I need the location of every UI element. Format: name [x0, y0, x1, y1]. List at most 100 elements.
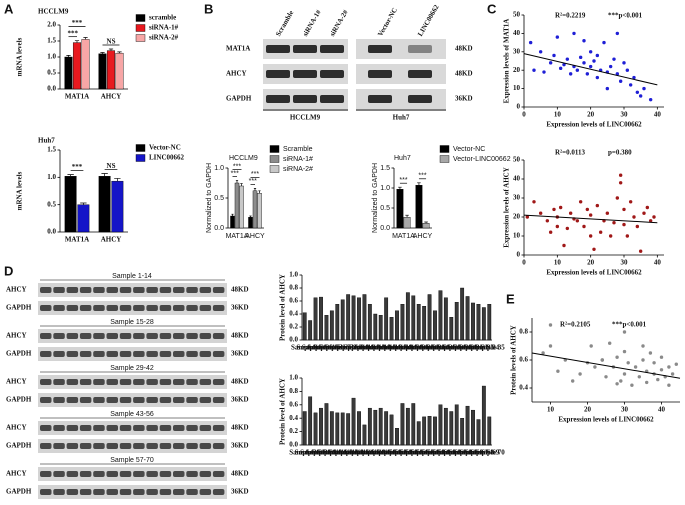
significance-label: *** — [72, 19, 83, 27]
lane-label: siRNA-2# — [328, 8, 350, 38]
bar — [357, 411, 361, 446]
blot-band — [40, 425, 52, 431]
bar — [335, 304, 340, 341]
bar — [443, 407, 448, 446]
blot-band — [266, 45, 290, 53]
blot-band — [186, 379, 198, 385]
blot-band — [320, 70, 344, 78]
x-tick-label: 10 — [554, 111, 562, 119]
point — [608, 341, 612, 345]
y-tick-label: 40 — [513, 175, 521, 183]
bar — [367, 304, 372, 341]
error-bar — [240, 183, 243, 186]
point — [674, 362, 678, 366]
legend-label: LINC00662 — [149, 154, 185, 162]
blot-band — [133, 397, 145, 403]
size-label: 48KD — [455, 70, 473, 78]
blot-band — [53, 397, 65, 403]
legend-label: siRNA-2# — [283, 166, 313, 173]
legend-swatch — [135, 144, 146, 152]
blot-band — [146, 443, 158, 449]
point — [532, 68, 536, 72]
point — [525, 215, 530, 219]
blot-band — [119, 351, 132, 357]
bar — [319, 296, 323, 341]
x-tick-label: Sample 35 — [474, 344, 505, 352]
y-tick-label: 0.8 — [289, 284, 298, 292]
point — [548, 230, 553, 234]
point — [575, 219, 580, 223]
error-bar — [108, 48, 114, 51]
y-tick-label: 1.5 — [47, 37, 56, 45]
size-label: 48KD — [455, 45, 473, 53]
blot-band — [66, 333, 79, 339]
size-label: 36KD — [231, 442, 249, 450]
blot-band — [186, 443, 198, 449]
blot-panel — [38, 421, 227, 435]
blot-band — [199, 351, 212, 357]
significance-label: *** — [68, 29, 79, 37]
y-tick-label: 0.5 — [214, 195, 224, 202]
point — [638, 94, 643, 98]
blot-panel — [38, 301, 227, 315]
x-tick-label: Sample 70 — [474, 449, 505, 457]
x-tick-label: AHCY — [101, 93, 122, 101]
bar — [389, 317, 394, 341]
x-tick-label: Sample 9 — [334, 344, 362, 352]
y-axis-label: Expression levels of AHCY — [503, 167, 511, 248]
bar — [308, 396, 313, 446]
legend-swatch — [269, 145, 280, 153]
row-label: AHCY — [226, 70, 247, 78]
blot-band — [159, 489, 172, 495]
point — [578, 372, 582, 376]
point — [615, 382, 619, 386]
y-axis-label: Protein level of AHCY — [279, 378, 287, 445]
y-tick-label: 1.0 — [47, 173, 56, 181]
x-tick-label: Sample 55 — [392, 449, 423, 457]
bar — [313, 297, 318, 341]
blot-band — [106, 425, 118, 431]
stat-label: R²=0.2105 — [560, 321, 591, 329]
blot-band — [40, 443, 52, 449]
y-tick-label: 0.6 — [289, 400, 298, 408]
point — [572, 31, 576, 36]
point — [626, 361, 630, 365]
lane-label: LINC00662 — [416, 3, 441, 38]
x-tick-label: Sample 34 — [468, 344, 499, 352]
blot-band — [66, 397, 79, 403]
point — [628, 200, 633, 204]
x-tick-label: 40 — [654, 259, 662, 267]
bar — [427, 415, 432, 446]
point — [568, 211, 573, 215]
x-tick-label: Sample 20 — [392, 344, 423, 352]
blot-band — [119, 379, 132, 385]
bar — [362, 424, 367, 446]
point — [588, 50, 593, 54]
significance-label: *** — [399, 177, 407, 184]
x-tick-label: Sample 41 — [316, 449, 347, 457]
point — [548, 344, 553, 348]
x-tick-label: Sample 1 — [291, 344, 319, 352]
blot-title: Sample 43-56 — [110, 411, 154, 418]
x-tick-label: Sample 27 — [430, 344, 461, 352]
bar — [411, 403, 416, 446]
blot-title: Sample 29-42 — [110, 365, 154, 372]
blot-band — [106, 471, 118, 477]
x-tick-label: Sample 60 — [420, 449, 451, 457]
y-axis-label: mRNA levels — [16, 171, 24, 210]
blot-band — [146, 471, 158, 477]
blot-band — [119, 333, 132, 339]
point — [618, 173, 623, 177]
blot-band — [119, 471, 132, 477]
blot-band — [106, 305, 118, 311]
bar — [487, 416, 492, 446]
blot-band — [408, 70, 432, 78]
bar — [481, 385, 486, 446]
blot-band — [173, 379, 185, 385]
error-bar — [424, 221, 428, 224]
x-tick-label: MAT1A — [226, 233, 249, 240]
x-tick-label: Sample 24 — [414, 344, 445, 352]
blot-band — [79, 287, 92, 293]
point — [608, 234, 613, 238]
bar — [313, 412, 318, 446]
